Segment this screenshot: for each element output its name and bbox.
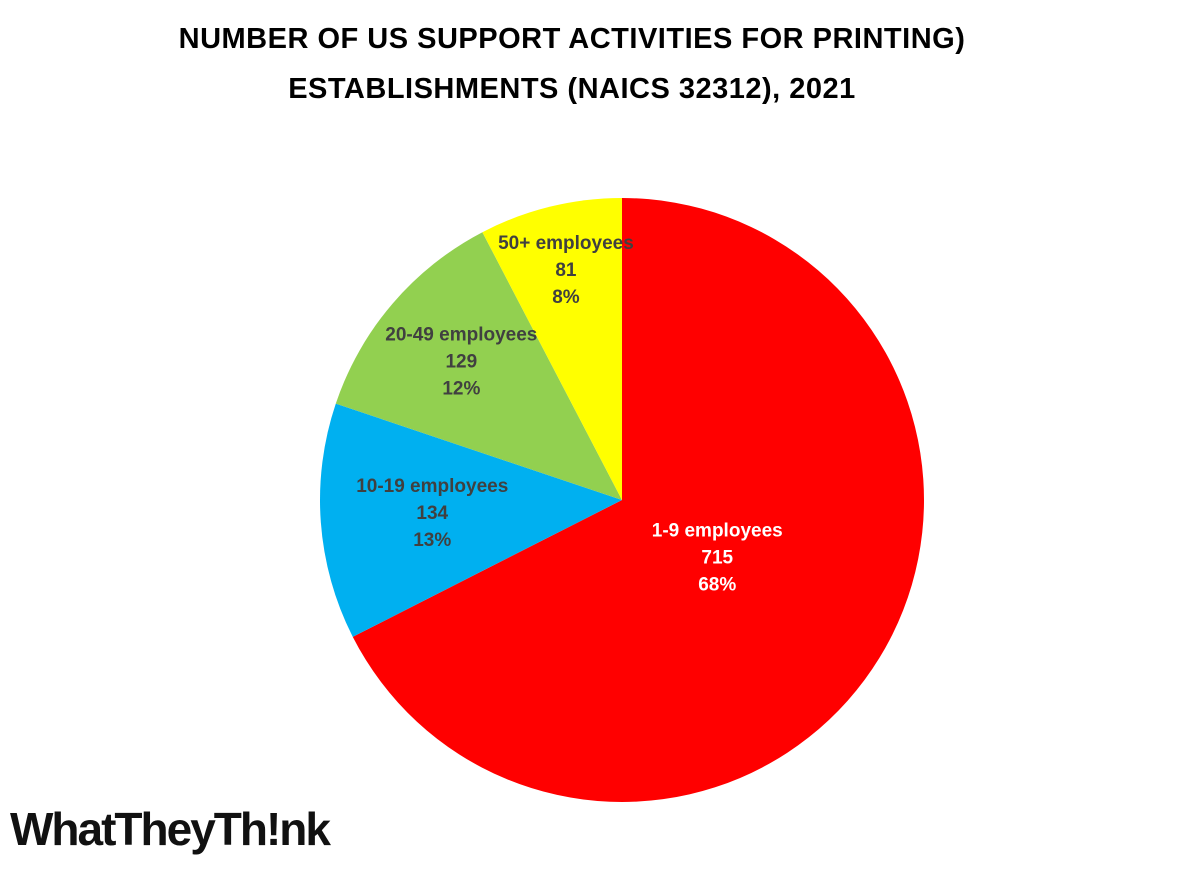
- pie-slice: [335, 232, 622, 500]
- slice-label-value: 134: [416, 503, 448, 524]
- slice-label-name: 1-9 employees: [652, 520, 783, 541]
- slice-label-value: 81: [555, 260, 577, 281]
- logo: WhatTheyTh!nk: [10, 803, 331, 855]
- pie-slice: [352, 198, 924, 802]
- slice-label-percent: 8%: [552, 287, 580, 308]
- slice-label-percent: 13%: [413, 530, 451, 551]
- slice-label-percent: 12%: [442, 379, 480, 400]
- chart-title: ESTABLISHMENTS (NAICS 32312), 2021: [288, 73, 856, 105]
- slice-label-percent: 68%: [698, 574, 736, 595]
- pie-slice: [482, 198, 622, 500]
- slice-label-name: 20-49 employees: [385, 325, 537, 346]
- slice-label-value: 715: [701, 547, 733, 568]
- slice-label-name: 10-19 employees: [356, 476, 508, 497]
- slice-label-name: 50+ employees: [498, 233, 634, 254]
- slice-label-value: 129: [445, 352, 477, 373]
- pie-slice: [320, 403, 622, 637]
- chart-title: NUMBER OF US SUPPORT ACTIVITIES FOR PRIN…: [179, 23, 966, 55]
